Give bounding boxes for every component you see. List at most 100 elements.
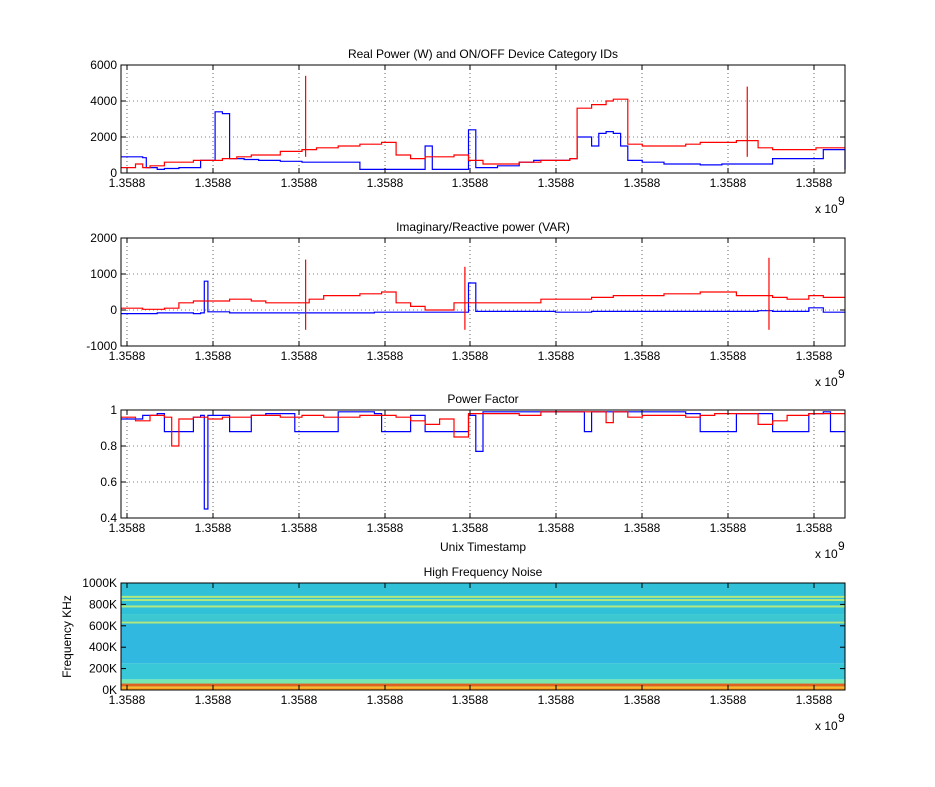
subplot-4: 1.3588 1.3588 1.3588 1.3588 1.3588 1.3588 1.35… [60, 565, 846, 733]
x-tick-label-8: 1.3588 [796, 693, 833, 707]
series-line-0 [121, 280, 846, 315]
x-tick-label-5: 1.3588 [538, 521, 575, 535]
x-tick-label-0: 1.3588 [109, 349, 146, 363]
heatmap-hot-line [121, 683, 845, 687]
y-tick-label-3: 1 [110, 403, 117, 417]
heatmap-band-3 [121, 679, 845, 684]
x-tick-label-0: 1.3588 [109, 521, 146, 535]
y-tick-label-0: -1000 [86, 339, 117, 353]
axes-box [120, 582, 846, 691]
x-tick-label-6: 1.3588 [624, 521, 661, 535]
axes-box [120, 237, 846, 347]
x-tick-label-7: 1.3588 [710, 176, 747, 190]
x-multiplier-base: x 10 [815, 202, 838, 216]
y-tick-label-2: 400K [89, 640, 117, 654]
x-multiplier: x 109 [815, 539, 845, 561]
x-tick-label-1: 1.3588 [195, 349, 232, 363]
x-multiplier-exponent: 9 [838, 367, 845, 381]
axes-box [120, 409, 846, 519]
x-tick-label-2: 1.3588 [281, 176, 318, 190]
y-tick-label-2: 0.8 [100, 439, 117, 453]
x-tick-label-6: 1.3588 [624, 693, 661, 707]
series-line-0 [121, 411, 845, 510]
heatmap-bands [121, 583, 845, 691]
subplot-3: 1.3588 1.3588 1.3588 1.3588 1.3588 1.3588 1.35… [100, 392, 846, 561]
series-line-1 [121, 411, 845, 447]
x-tick-label-3: 1.3588 [367, 176, 404, 190]
chart-title: Imaginary/Reactive power (VAR) [396, 220, 570, 234]
x-multiplier-base: x 10 [815, 547, 838, 561]
x-tick-label-8: 1.3588 [796, 521, 833, 535]
x-tick-label-4: 1.3588 [452, 693, 489, 707]
subplot-1: 1.3588 1.3588 1.3588 1.3588 1.3588 1.3588 1.35… [90, 47, 846, 216]
y-tick-label-5: 1000K [82, 576, 117, 590]
x-tick-label-4: 1.3588 [452, 349, 489, 363]
x-tick-label-6: 1.3588 [624, 349, 661, 363]
x-multiplier-base: x 10 [815, 719, 838, 733]
x-tick-label-0: 1.3588 [109, 176, 146, 190]
y-tick-label-4: 800K [89, 597, 117, 611]
x-tick-label-2: 1.3588 [281, 349, 318, 363]
chart-title: High Frequency Noise [424, 565, 543, 579]
y-tick-label-3: 2000 [90, 231, 117, 245]
y-axis-label: Frequency KHz [60, 595, 74, 678]
y-tick-label-1: 200K [89, 662, 117, 676]
heatmap-band-7 [121, 583, 845, 615]
x-multiplier: x 109 [815, 367, 845, 389]
y-tick-label-3: 6000 [90, 58, 117, 72]
x-multiplier-exponent: 9 [838, 539, 845, 553]
series-line-1 [121, 291, 845, 311]
x-tick-label-5: 1.3588 [538, 693, 575, 707]
y-tick-label-2: 1000 [90, 267, 117, 281]
y-tick-label-1: 0 [110, 303, 117, 317]
subplot-2: 1.3588 1.3588 1.3588 1.3588 1.3588 1.3588 1.35… [86, 220, 846, 389]
series-line-1 [121, 98, 845, 169]
heatmap-harmonic-1 [121, 605, 845, 608]
axes-box [120, 64, 846, 174]
y-tick-label-1: 2000 [90, 130, 117, 144]
x-tick-label-0: 1.3588 [109, 693, 146, 707]
x-tick-label-4: 1.3588 [452, 176, 489, 190]
x-tick-label-4: 1.3588 [452, 521, 489, 535]
heatmap-harmonic-2 [121, 599, 845, 602]
x-tick-label-6: 1.3588 [624, 176, 661, 190]
chart-title: Power Factor [447, 392, 518, 406]
x-tick-label-5: 1.3588 [538, 176, 575, 190]
y-tick-label-1: 0.6 [100, 475, 117, 489]
y-tick-label-0: 0K [102, 683, 117, 697]
x-multiplier-base: x 10 [815, 375, 838, 389]
y-tick-label-2: 4000 [90, 94, 117, 108]
heatmap-harmonic-0 [121, 621, 845, 624]
plot-area [121, 65, 845, 173]
x-tick-label-1: 1.3588 [195, 521, 232, 535]
x-tick-label-8: 1.3588 [796, 176, 833, 190]
y-tick-label-0: 0 [110, 166, 117, 180]
x-tick-label-7: 1.3588 [710, 349, 747, 363]
x-tick-label-5: 1.3588 [538, 349, 575, 363]
chart-title: Real Power (W) and ON/OFF Device Categor… [348, 47, 618, 61]
x-tick-label-8: 1.3588 [796, 349, 833, 363]
y-tick-label-0: 0.4 [100, 511, 117, 525]
series-line-0 [121, 111, 846, 170]
x-multiplier-exponent: 9 [838, 194, 845, 208]
x-axis-label: Unix Timestamp [440, 540, 526, 554]
x-tick-label-1: 1.3588 [195, 693, 232, 707]
x-tick-label-7: 1.3588 [710, 521, 747, 535]
x-tick-label-3: 1.3588 [367, 349, 404, 363]
heatmap-warm-line [121, 687, 845, 691]
x-tick-label-2: 1.3588 [281, 521, 318, 535]
x-tick-label-1: 1.3588 [195, 176, 232, 190]
heatmap-band-5 [121, 620, 845, 664]
x-tick-label-2: 1.3588 [281, 693, 318, 707]
x-multiplier: x 109 [815, 711, 845, 733]
heatmap-band-6 [121, 614, 845, 621]
x-multiplier: x 109 [815, 194, 845, 216]
x-tick-label-7: 1.3588 [710, 693, 747, 707]
heatmap-band-4 [121, 663, 845, 680]
y-tick-label-3: 600K [89, 619, 117, 633]
x-tick-label-3: 1.3588 [367, 521, 404, 535]
heatmap-harmonic-3 [121, 595, 845, 598]
x-multiplier-exponent: 9 [838, 711, 845, 725]
x-tick-label-3: 1.3588 [367, 693, 404, 707]
